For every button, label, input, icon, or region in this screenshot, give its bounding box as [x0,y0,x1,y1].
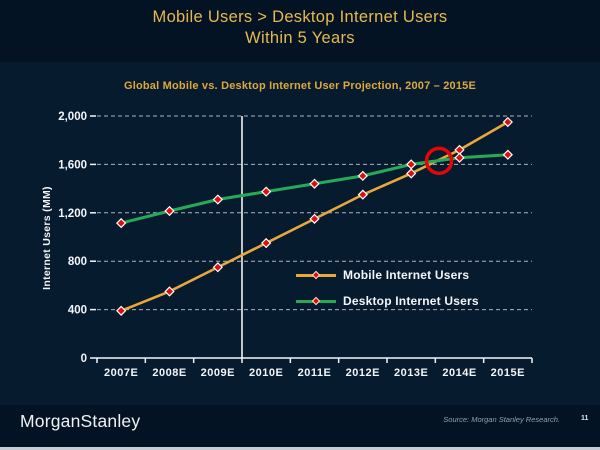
bottom-divider [0,447,600,450]
desktop-data-point [212,194,223,205]
y-tick-label: 2,000 [58,111,87,123]
desktop-data-point [502,149,513,160]
morgan-stanley-logo: MorganStanley [20,411,141,431]
legend-label-desktop: Desktop Internet Users [343,294,479,308]
x-tick-label: 2013E [394,367,428,379]
desktop-data-point [309,178,320,189]
x-tick-label: 2012E [346,367,380,379]
crossover-circle-annotation [424,146,454,176]
mobile-data-point [164,286,175,297]
mobile-data-point [261,237,272,249]
mobile-data-point [357,189,368,200]
diamond-marker-icon [311,270,321,280]
y-tick-label: 1,200 [58,208,87,220]
x-tick-label: 2010E [249,367,283,379]
x-tick-label: 2015E [491,367,525,379]
x-tick-label: 2007E [104,367,138,379]
x-tick-label: 2009E [201,367,235,379]
y-axis-title: Internet Users (MM) [41,186,53,290]
desktop-data-point [454,152,465,163]
chart-panel [0,62,600,405]
mobile-data-point [309,213,320,224]
mobile-data-point [212,262,223,273]
desktop-data-point [164,205,175,217]
y-tick-label: 0 [81,353,87,365]
page-number: 11 [581,415,589,422]
x-tick-label: 2008E [152,367,186,379]
mobile-data-point [406,168,417,179]
legend-item-mobile: Mobile Internet Users [296,266,479,284]
desktop-data-point [261,186,272,197]
x-tick-label: 2014E [442,367,476,379]
y-tick-label: 1,600 [58,159,87,171]
mobile-data-point [502,116,513,128]
desktop-data-point [357,170,368,182]
x-tick-label: 2011E [298,367,332,379]
chart-title: Global Mobile vs. Desktop Internet User … [123,80,477,92]
slide-title-line1: Mobile Users > Desktop Internet Users [152,8,448,26]
diamond-marker-icon [311,296,321,306]
source-note: Source: Morgan Stanley Research. [443,415,560,424]
legend-label-mobile: Mobile Internet Users [343,268,470,282]
desktop-line-swatch-icon [296,296,336,306]
mobile-line-swatch-icon [296,270,336,280]
slide-title-line2: Within 5 Years [245,29,355,47]
y-tick-label: 800 [68,256,87,268]
desktop-data-point [406,159,417,170]
mobile-data-point [116,305,127,316]
legend-item-desktop: Desktop Internet Users [296,292,479,310]
y-tick-label: 400 [68,305,87,317]
chart-legend: Mobile Internet Users Desktop Internet U… [296,266,479,310]
slide-title: Mobile Users > Desktop Internet Users Wi… [0,7,600,49]
desktop-data-point [116,217,127,229]
